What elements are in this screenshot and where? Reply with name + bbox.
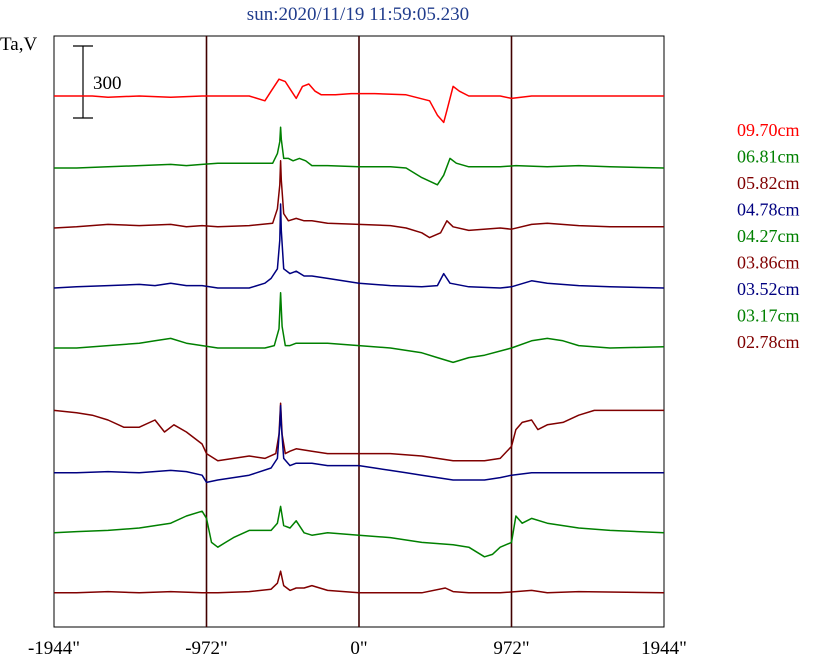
series-line-8: [54, 570, 665, 594]
legend-entry-3: 04.78cm: [737, 200, 800, 220]
x-tick-label-0: -1944": [28, 638, 80, 659]
x-tick-labels: -1944" -972" 0" 972" 1944": [28, 638, 687, 659]
legend-entry-5: 03.86cm: [737, 253, 800, 273]
x-tick-label-3: 972": [493, 638, 529, 659]
legend-entry-8: 02.78cm: [737, 332, 800, 352]
series-line-6: [54, 404, 664, 484]
series-layer: [53, 78, 665, 594]
x-tick-label-1: -972": [185, 638, 228, 659]
legend-entry-6: 03.52cm: [737, 279, 800, 299]
series-line-1: [54, 126, 665, 186]
series-line-4: [54, 292, 665, 364]
legend-entry-2: 05.82cm: [737, 173, 800, 193]
scale-bar-label: 300: [93, 73, 122, 94]
scale-bar: 300: [73, 45, 122, 119]
chart-title: sun:2020/11/19 11:59:05.230: [247, 4, 469, 25]
series-line-2: [53, 160, 664, 239]
legend-entry-0: 09.70cm: [737, 120, 800, 140]
series-line-5: [53, 402, 664, 462]
series-line-7: [53, 505, 665, 558]
series-line-3: [53, 203, 665, 289]
legend-entry-4: 04.27cm: [737, 226, 800, 246]
legend: 09.70cm 06.81cm 05.82cm 04.78cm 04.27cm 03.86…: [737, 120, 800, 352]
legend-entry-7: 03.17cm: [737, 306, 800, 326]
y-axis-label: Ta,V: [0, 34, 37, 55]
x-tick-label-2: 0": [350, 638, 367, 659]
series-line-0: [54, 78, 664, 124]
vertical-grid-lines: [205, 36, 513, 627]
x-tick-label-4: 1944": [641, 638, 687, 659]
legend-entry-1: 06.81cm: [737, 147, 800, 167]
